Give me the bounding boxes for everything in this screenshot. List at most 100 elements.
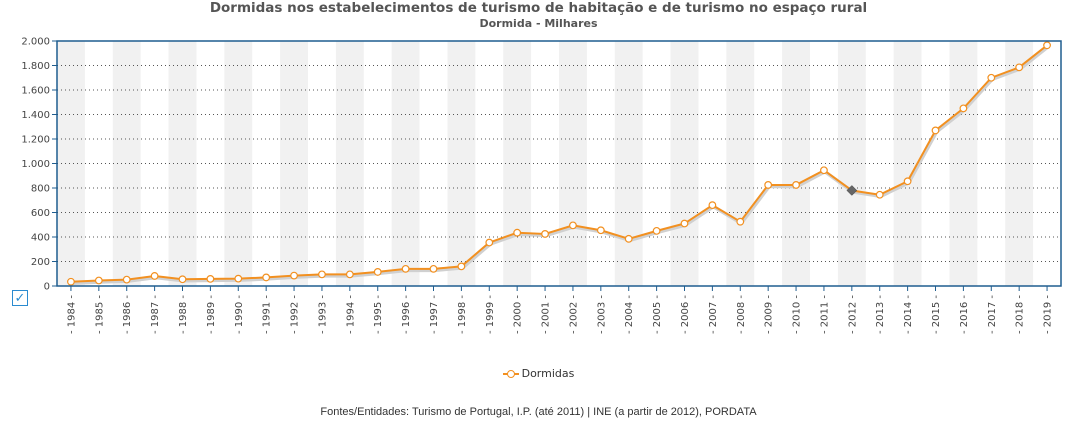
data-point [234, 274, 243, 283]
x-tick-label: - 2006 - [680, 295, 691, 334]
legend-label: Dormidas [521, 367, 575, 380]
series-line-dormidas [70, 44, 1048, 283]
data-point [596, 226, 605, 235]
x-tick-label: - 2005 - [652, 295, 663, 334]
data-point [457, 262, 466, 271]
x-tick-label: - 2012 - [847, 295, 858, 334]
x-tick-label: - 2016 - [959, 295, 970, 334]
y-axis: 0 200 400 600 800 1.000 1.200 1.400 1.600 1.800 2.… [21, 37, 57, 293]
x-tick-label: - 2001 - [541, 295, 552, 334]
data-point [429, 264, 438, 273]
data-point [764, 181, 773, 189]
x-tick-label: - 1993 - [317, 295, 328, 334]
plot-band [559, 41, 587, 286]
x-tick-label: - 1987 - [150, 295, 161, 334]
line-chart: 0 200 400 600 800 1.000 1.200 1.400 1.600 1.800 2.… [21, 37, 1062, 334]
data-point [820, 166, 828, 175]
y-tick-label: 200 [31, 257, 50, 268]
y-tick-label: 1.400 [21, 110, 50, 121]
y-tick-label: 1.600 [21, 86, 50, 97]
x-tick-label: - 1990 - [234, 295, 245, 334]
data-point [178, 275, 187, 284]
x-tick-label: - 2015 - [931, 295, 942, 334]
x-tick-label: - 2002 - [568, 295, 579, 334]
x-tick-label: - 2010 - [792, 295, 803, 334]
data-point [318, 270, 326, 279]
source-note: Fontes/Entidades: Turismo de Portugal, I… [320, 406, 757, 418]
plot-band [112, 41, 141, 286]
y-tick-label: 1.000 [21, 159, 50, 170]
x-tick-label: - 2003 - [596, 295, 607, 334]
x-axis: - 1984 - - 1985 - - 1986 - - 1987 - - 1988 -… [66, 286, 1054, 334]
series-layer [67, 41, 1051, 286]
data-point [206, 274, 215, 283]
y-tick-label: 0 [44, 282, 50, 293]
data-point [513, 228, 522, 237]
x-tick-label: - 2008 - [736, 295, 747, 334]
plot-band [949, 41, 978, 286]
x-tick-label: - 1984 - [66, 295, 77, 334]
x-tick-label: - 1988 - [178, 295, 189, 334]
plot-frame [56, 40, 1062, 287]
data-point [903, 177, 912, 186]
y-tick-label: 2.000 [21, 37, 50, 48]
data-point [122, 275, 131, 284]
data-point [401, 264, 410, 273]
y-tick-label: 1.200 [21, 135, 50, 146]
data-point [150, 272, 159, 280]
data-point [569, 221, 577, 230]
highlighted-point [846, 185, 858, 196]
data-point [652, 226, 661, 235]
x-tick-label: - 2000 - [513, 295, 524, 334]
chart-title: Dormidas nos estabelecimentos de turismo… [209, 0, 868, 16]
plot-band [168, 41, 197, 286]
data-point [1015, 63, 1024, 72]
data-point [987, 73, 996, 82]
plot-band [224, 41, 253, 286]
x-tick-label: - 1992 - [290, 295, 301, 334]
x-tick-label: - 1991 - [262, 295, 273, 334]
plot-band [614, 41, 643, 286]
x-tick-label: - 1985 - [94, 295, 105, 334]
data-point [931, 126, 940, 135]
data-point [875, 190, 884, 199]
y-tick-label: 400 [31, 233, 50, 244]
data-point [792, 181, 800, 189]
legend[interactable]: Dormidas [0, 367, 1077, 380]
data-point [373, 268, 382, 276]
plot-band [670, 41, 699, 286]
x-tick-label: - 2017 - [987, 295, 998, 334]
data-point [541, 230, 549, 238]
data-point [736, 217, 745, 226]
data-point [67, 277, 75, 286]
y-tick-label: 1.800 [21, 61, 50, 72]
data-point [708, 201, 717, 210]
data-point [959, 104, 968, 113]
x-tick-label: - 2013 - [875, 295, 886, 334]
data-point [485, 238, 494, 247]
x-tick-label: - 1995 - [373, 295, 384, 334]
legend-line-marker-icon [502, 369, 519, 379]
y-tick-label: 600 [31, 208, 50, 219]
x-tick-label: - 2018 - [1015, 295, 1026, 334]
data-point [262, 273, 271, 282]
x-tick-label: - 2009 - [764, 295, 775, 334]
data-point [624, 234, 633, 243]
x-tick-label: - 1986 - [122, 295, 133, 334]
plot-band [726, 41, 755, 286]
x-tick-label: - 1996 - [401, 295, 412, 334]
data-point [345, 270, 354, 279]
x-tick-label: - 2014 - [903, 295, 914, 334]
x-tick-label: - 2011 - [819, 295, 830, 334]
x-tick-label: - 1989 - [206, 295, 217, 334]
x-tick-label: - 1997 - [429, 295, 440, 334]
y-tick-label: 800 [31, 184, 50, 195]
x-tick-label: - 1994 - [345, 295, 356, 334]
select-checkbox[interactable]: ✓ [12, 290, 28, 306]
x-tick-label: - 1999 - [485, 295, 496, 334]
data-point [290, 271, 298, 280]
data-point [1043, 41, 1051, 50]
data-point [680, 219, 689, 228]
x-tick-label: - 2019 - [1043, 295, 1054, 334]
plot-band [280, 41, 308, 286]
